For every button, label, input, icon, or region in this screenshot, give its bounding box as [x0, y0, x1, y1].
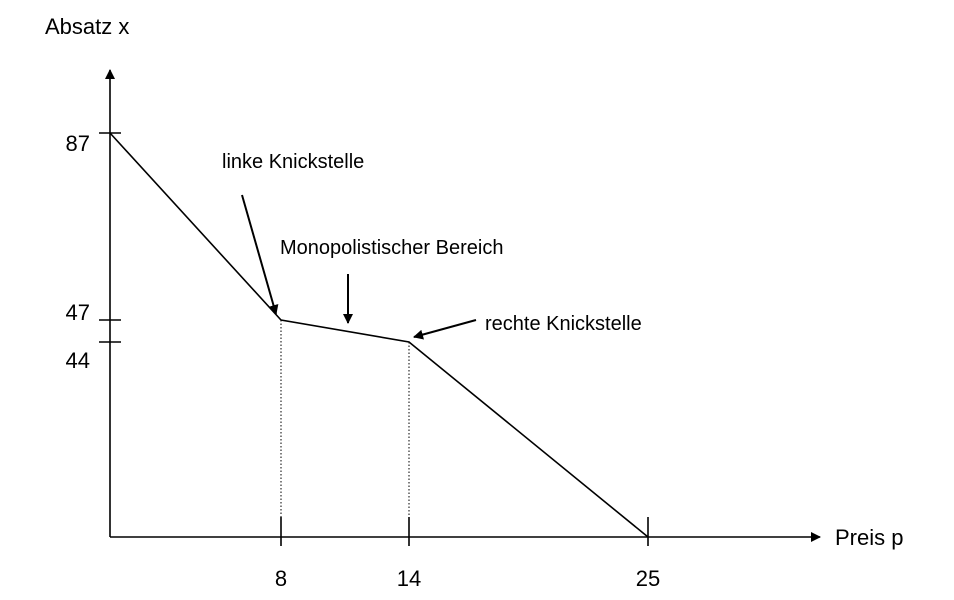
- right-kink-label: rechte Knickstelle: [485, 313, 642, 335]
- left-kink-arrow: [241, 194, 279, 315]
- y-tick-label-44: 44: [66, 348, 90, 373]
- monopolistic-range-label: Monopolistischer Bereich: [280, 237, 503, 259]
- y-tick-label-87: 87: [66, 131, 90, 156]
- left-kink-label: linke Knickstelle: [222, 151, 364, 173]
- y-axis-label: Absatz x: [45, 14, 129, 39]
- demand-curve: [109, 132, 649, 538]
- x-tick-label-25: 25: [636, 566, 660, 591]
- x-axis-label: Preis p: [835, 525, 903, 550]
- y-tick-label-47: 47: [66, 300, 90, 325]
- right-kink-arrow: [413, 319, 477, 340]
- x-tick-label-8: 8: [275, 566, 287, 591]
- x-tick-label-14: 14: [397, 566, 421, 591]
